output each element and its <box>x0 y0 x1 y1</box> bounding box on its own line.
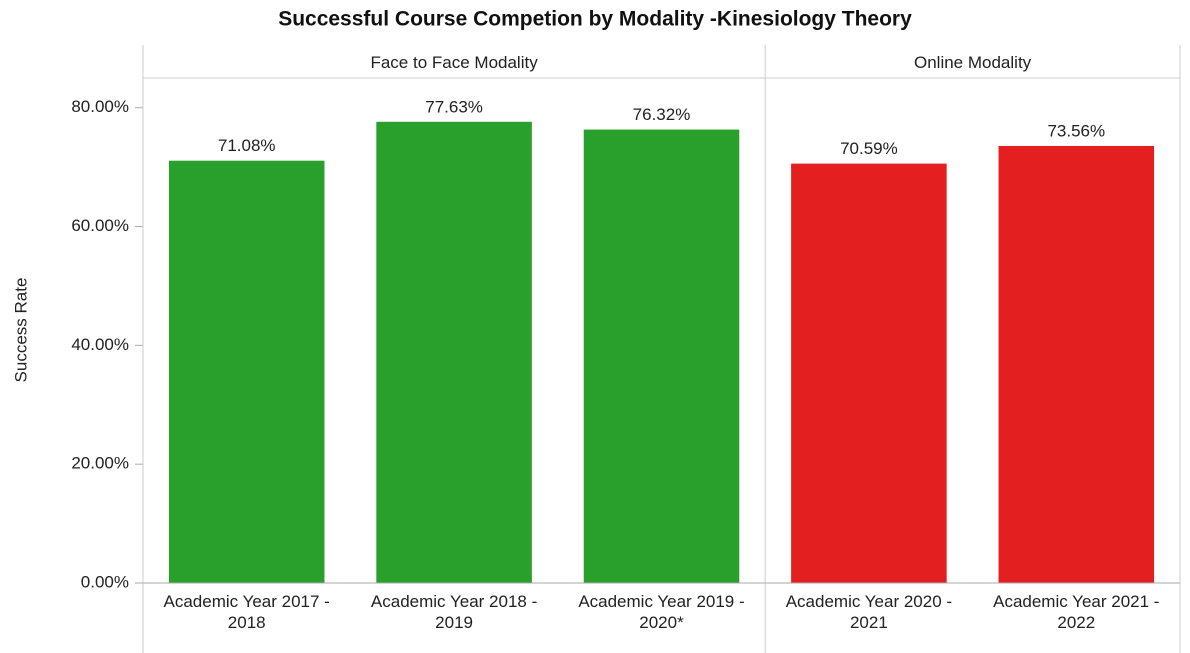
y-tick-label: 60.00% <box>71 216 129 235</box>
chart-title: Successful Course Competion by Modality … <box>278 8 912 31</box>
bar <box>791 163 947 583</box>
x-tick-label-box: Academic Year 2021 - 2022 <box>993 592 1160 632</box>
data-label: 70.59% <box>840 139 898 158</box>
x-tick-label: Academic Year 2017 - 2018 <box>163 592 330 632</box>
y-tick-label: 80.00% <box>71 97 129 116</box>
x-tick-label: Academic Year 2020 - 2021 <box>785 592 953 632</box>
x-tick-label-box: Academic Year 2019 - 2020* <box>578 592 745 632</box>
x-tick-label: Academic Year 2018 - 2019 <box>370 592 538 632</box>
bar <box>376 121 532 583</box>
y-tick-label: 20.00% <box>71 454 129 473</box>
data-label: 76.32% <box>633 105 691 124</box>
data-label: 73.56% <box>1047 121 1105 140</box>
x-tick-label: Academic Year 2019 - 2020* <box>578 592 745 632</box>
panel-header: Online Modality <box>914 53 1032 72</box>
x-tick-label-box: Academic Year 2017 - 2018 <box>163 592 330 632</box>
x-tick-label-box: Academic Year 2018 - 2019 <box>370 592 538 632</box>
y-tick-label: 0.00% <box>81 572 129 591</box>
x-tick-label-box: Academic Year 2020 - 2021 <box>785 592 953 632</box>
data-label: 71.08% <box>218 136 276 155</box>
bar <box>168 160 325 583</box>
bar <box>583 129 740 584</box>
panel-header: Face to Face Modality <box>370 53 538 72</box>
x-tick-label: Academic Year 2021 - 2022 <box>993 592 1160 632</box>
y-tick-label: 40.00% <box>71 335 129 354</box>
data-label: 77.63% <box>425 97 483 116</box>
bar <box>998 145 1155 584</box>
y-axis-label: Success Rate <box>11 278 30 383</box>
